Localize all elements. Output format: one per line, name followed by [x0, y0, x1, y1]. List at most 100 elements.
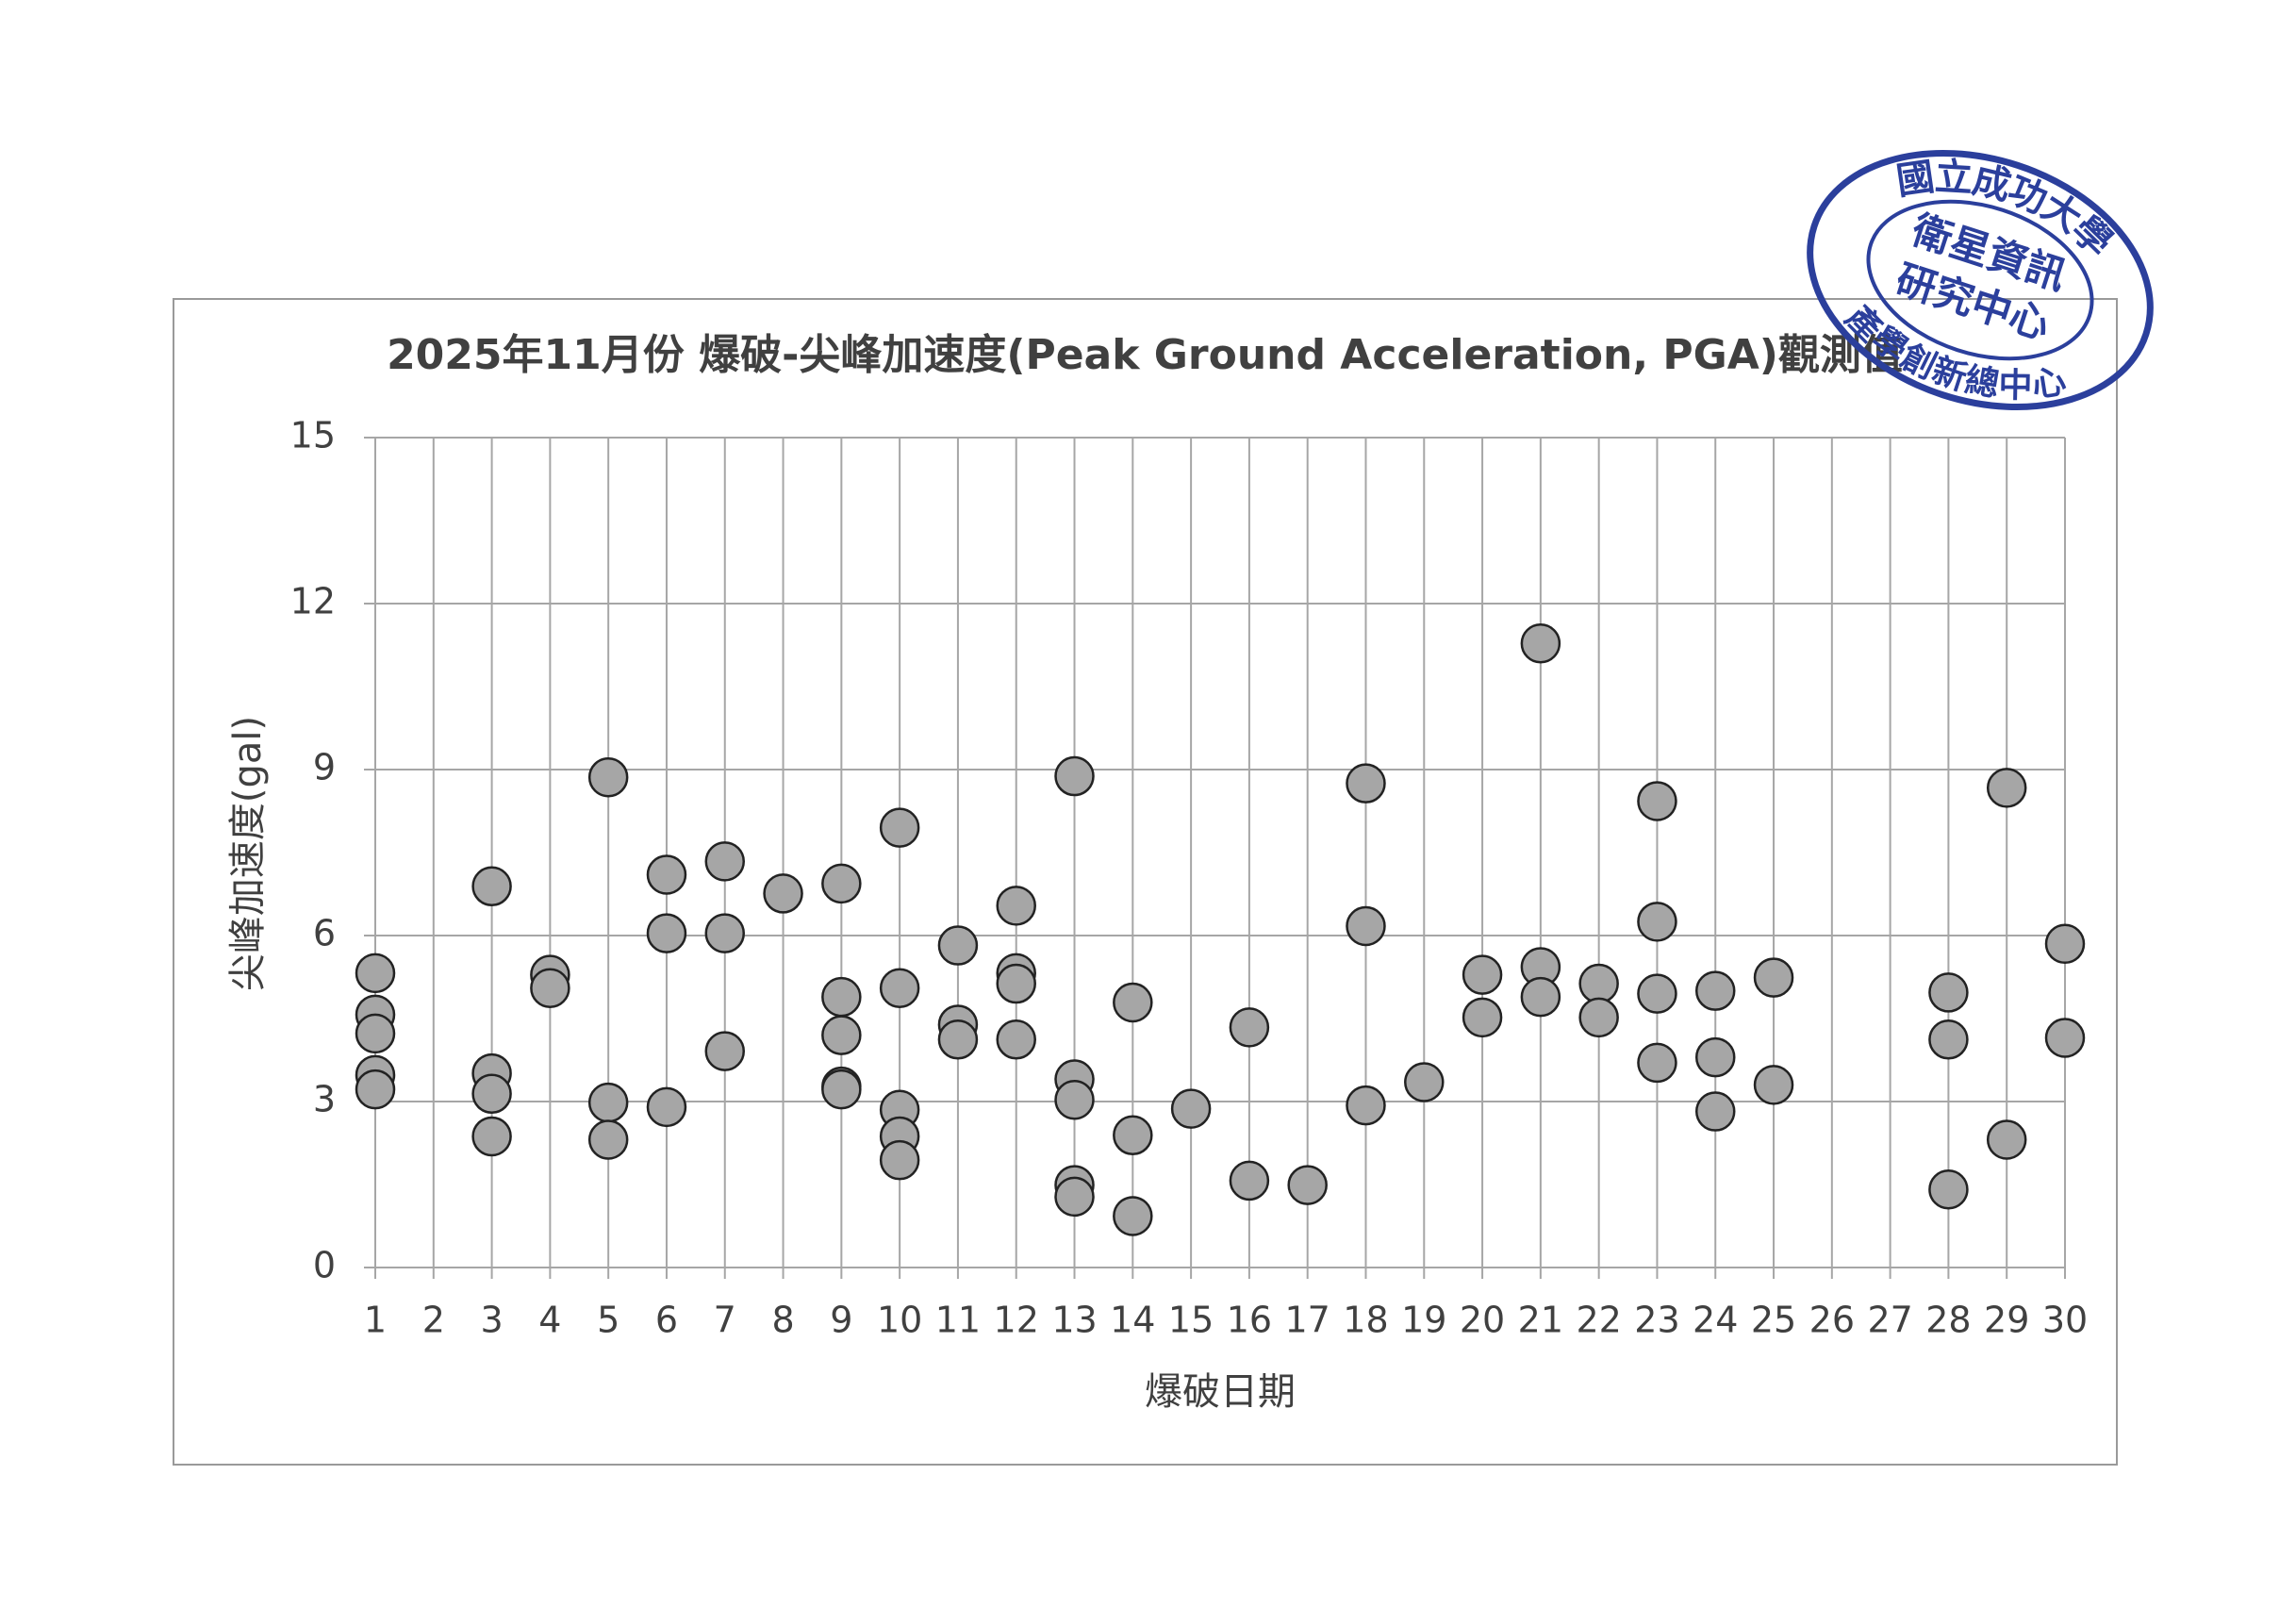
point [879, 1139, 920, 1181]
x-axis-label: 爆破日期 [1145, 1370, 1296, 1414]
point [821, 1069, 862, 1110]
point [587, 1082, 629, 1123]
point [1054, 755, 1095, 797]
chart-frame [173, 298, 2118, 1466]
x-tick-label: 20 [1460, 1300, 1505, 1341]
point [1054, 1176, 1095, 1218]
point [1986, 1119, 2027, 1160]
x-tick-label: 5 [597, 1300, 619, 1341]
point [937, 925, 979, 966]
point [1694, 1091, 1736, 1132]
point [1753, 1065, 1794, 1105]
point [2044, 923, 2086, 965]
x-tick-label: 2 [422, 1300, 445, 1341]
y-tick-label: 15 [290, 415, 336, 456]
y-tick-label: 12 [290, 581, 336, 622]
point [1637, 1042, 1677, 1084]
point [879, 807, 920, 848]
point [1520, 976, 1561, 1018]
point [355, 953, 396, 994]
point [1928, 1019, 1969, 1060]
point [1462, 954, 1503, 995]
point [1170, 1088, 1212, 1129]
x-tick-label: 1 [364, 1300, 387, 1341]
point [1928, 1169, 1969, 1210]
point [1637, 781, 1677, 821]
y-tick-label: 0 [313, 1245, 336, 1286]
stamp-inner [1866, 199, 2094, 361]
point [996, 963, 1036, 1004]
point [646, 913, 687, 953]
point [704, 913, 746, 953]
point [1986, 768, 2027, 808]
x-tick-label: 16 [1227, 1300, 1272, 1341]
y-tick-label: 6 [313, 913, 336, 954]
point [996, 886, 1036, 926]
point [821, 976, 862, 1018]
point [1928, 972, 1969, 1013]
point [471, 1073, 512, 1115]
point [879, 968, 920, 1008]
stamp: 國立成功大學 產學創新總中心 衛星資訊 研究中心 [1807, 129, 2154, 431]
x-tick-label: 14 [1110, 1300, 1155, 1341]
x-tick-label: 27 [1867, 1300, 1912, 1341]
point [1520, 622, 1561, 664]
y-tick-label: 3 [313, 1079, 336, 1120]
point [1694, 970, 1736, 1011]
point [1346, 1085, 1386, 1126]
point [1346, 905, 1386, 947]
point [355, 1069, 396, 1110]
point [1578, 997, 1619, 1038]
point [821, 1015, 862, 1055]
x-tick-label: 15 [1168, 1300, 1214, 1341]
point [1753, 957, 1794, 998]
x-tick-label: 24 [1693, 1300, 1738, 1341]
point [1462, 997, 1503, 1038]
point [1229, 1007, 1270, 1048]
x-tick-label: 4 [538, 1300, 561, 1341]
point [646, 1086, 687, 1128]
y-axis-label: 尖峰加速度(gal) [226, 716, 270, 991]
point [1229, 1160, 1270, 1201]
point [1346, 763, 1386, 804]
x-tick-label: 11 [935, 1300, 981, 1341]
point [996, 1019, 1036, 1060]
x-tick-label: 25 [1751, 1300, 1796, 1341]
chart-title: 2025年11月份 爆破-尖峰加速度(Peak Ground Accelerat… [387, 331, 1903, 379]
point [471, 866, 512, 907]
point [1578, 963, 1619, 1004]
point [821, 863, 862, 904]
point [1404, 1062, 1445, 1102]
point [646, 854, 687, 895]
x-tick-label: 3 [480, 1300, 503, 1341]
point [937, 1019, 979, 1060]
point [704, 1031, 746, 1071]
x-tick-label: 18 [1343, 1300, 1388, 1341]
x-tick-label: 6 [655, 1300, 678, 1341]
x-tick-label: 19 [1401, 1300, 1446, 1341]
point [355, 1013, 396, 1054]
point [1113, 1115, 1153, 1156]
y-tick-label: 9 [313, 747, 336, 788]
point [587, 1119, 629, 1160]
x-tick-label: 22 [1576, 1300, 1621, 1341]
stamp-outer [1807, 150, 2154, 410]
point [1054, 1079, 1095, 1120]
x-tick-label: 8 [771, 1300, 794, 1341]
x-tick-label: 29 [1984, 1300, 2029, 1341]
point [1637, 973, 1677, 1014]
point [2044, 1018, 2086, 1058]
x-tick-label: 26 [1809, 1300, 1855, 1341]
x-tick-label: 28 [1925, 1300, 1971, 1341]
point [1694, 1036, 1736, 1078]
point [1637, 902, 1677, 942]
point [1113, 982, 1153, 1023]
point [530, 968, 570, 1008]
x-tick-label: 10 [877, 1300, 922, 1341]
x-tick-label: 13 [1051, 1300, 1097, 1341]
x-tick-label: 21 [1518, 1300, 1563, 1341]
point [587, 756, 629, 798]
point [704, 841, 746, 882]
